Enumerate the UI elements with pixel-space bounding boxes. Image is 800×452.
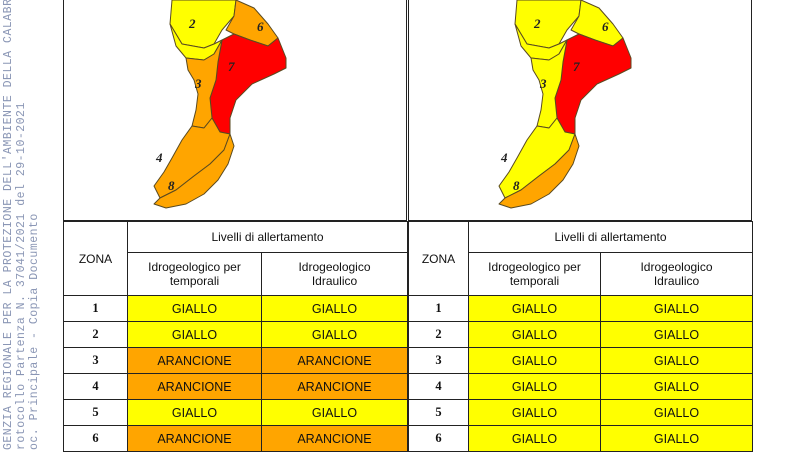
table-row: 2 GIALLO GIALLO — [63, 321, 408, 348]
table-row: 5 GIALLO GIALLO — [63, 399, 408, 426]
zone-number: 4 — [408, 373, 469, 400]
map-label-4: 4 — [500, 150, 508, 165]
table-row: 6 ARANCIONE ARANCIONE — [63, 425, 408, 452]
col-temporali-header: Idrogeologico per temporali — [127, 252, 262, 296]
level-cell: GIALLO — [600, 295, 753, 322]
alert-panel-right: 2 6 7 3 4 8 ZONA Livelli di allertamento… — [408, 0, 753, 452]
level-cell: ARANCIONE — [127, 425, 262, 452]
level-cell: GIALLO — [127, 399, 262, 426]
stamp-line: oc. Principale - Copia Documento — [28, 213, 41, 450]
level-cell: GIALLO — [600, 347, 753, 374]
level-cell: GIALLO — [600, 373, 753, 400]
alert-table: ZONA Livelli di allertamento Idrogeologi… — [63, 221, 408, 452]
zone-number: 2 — [408, 321, 469, 348]
map-zone-7 — [554, 33, 632, 135]
calabria-map: 2 6 7 3 4 8 — [63, 0, 407, 221]
table-row: 1 GIALLO GIALLO — [408, 295, 753, 322]
table-row: 5 GIALLO GIALLO — [408, 399, 753, 426]
table-row: 3 GIALLO GIALLO — [408, 347, 753, 374]
livelli-header: Livelli di allertamento — [468, 221, 753, 253]
map-label-8: 8 — [513, 178, 520, 193]
table-row: 1 GIALLO GIALLO — [63, 295, 408, 322]
zona-header: ZONA — [408, 221, 469, 296]
level-cell: GIALLO — [261, 399, 408, 426]
calabria-map: 2 6 7 3 4 8 — [408, 0, 752, 221]
zone-number: 3 — [63, 347, 128, 374]
zone-number: 1 — [63, 295, 128, 322]
table-row: 2 GIALLO GIALLO — [408, 321, 753, 348]
stamp-line: rotocollo Partenza N. 37041/2021 del 29-… — [15, 102, 28, 450]
level-cell: GIALLO — [468, 373, 601, 400]
level-cell: GIALLO — [468, 399, 601, 426]
table-row: 4 ARANCIONE ARANCIONE — [63, 373, 408, 400]
map-zone-8 — [498, 133, 580, 209]
zone-number: 6 — [408, 425, 469, 452]
table-row: 6 GIALLO GIALLO — [408, 425, 753, 452]
map-zone-8 — [153, 133, 235, 209]
map-label-6: 6 — [257, 19, 264, 34]
level-cell: GIALLO — [468, 347, 601, 374]
zone-number: 2 — [63, 321, 128, 348]
table-row: 4 GIALLO GIALLO — [408, 373, 753, 400]
map-zone-7 — [209, 33, 287, 135]
map-label-3: 3 — [539, 76, 547, 91]
col-idraulico-header: Idrogeologico Idraulico — [261, 252, 408, 296]
alert-panel-left: 2 6 7 3 4 8 ZONA Livelli di allertamento… — [63, 0, 408, 452]
livelli-header: Livelli di allertamento — [127, 221, 408, 253]
level-cell: GIALLO — [261, 295, 408, 322]
stamp-line: GENZIA REGIONALE PER LA PROTEZIONE DELL'… — [2, 0, 15, 450]
alert-table: ZONA Livelli di allertamento Idrogeologi… — [408, 221, 753, 452]
level-cell: GIALLO — [468, 295, 601, 322]
protocol-stamp: GENZIA REGIONALE PER LA PROTEZIONE DELL'… — [2, 0, 60, 450]
level-cell: GIALLO — [468, 321, 601, 348]
map-label-2: 2 — [533, 16, 541, 31]
zone-number: 6 — [63, 425, 128, 452]
map-zone-labels: 2 6 7 3 4 8 — [500, 16, 609, 193]
level-cell: GIALLO — [600, 425, 753, 452]
table-row: 3 ARANCIONE ARANCIONE — [63, 347, 408, 374]
level-cell: ARANCIONE — [261, 373, 408, 400]
level-cell: GIALLO — [600, 399, 753, 426]
level-cell: ARANCIONE — [127, 373, 262, 400]
level-cell: ARANCIONE — [261, 425, 408, 452]
zona-header: ZONA — [63, 221, 128, 296]
level-cell: GIALLO — [600, 321, 753, 348]
zone-number: 4 — [63, 373, 128, 400]
map-label-2: 2 — [188, 16, 196, 31]
level-cell: ARANCIONE — [127, 347, 262, 374]
map-label-8: 8 — [168, 178, 175, 193]
level-cell: GIALLO — [468, 425, 601, 452]
level-cell: GIALLO — [261, 321, 408, 348]
map-label-3: 3 — [194, 76, 202, 91]
zone-number: 5 — [63, 399, 128, 426]
col-idraulico-header: Idrogeologico Idraulico — [600, 252, 753, 296]
level-cell: GIALLO — [127, 321, 262, 348]
map-label-4: 4 — [155, 150, 163, 165]
col-temporali-header: Idrogeologico per temporali — [468, 252, 601, 296]
map-label-7: 7 — [573, 59, 580, 74]
zone-number: 1 — [408, 295, 469, 322]
zone-number: 3 — [408, 347, 469, 374]
level-cell: ARANCIONE — [261, 347, 408, 374]
map-zone-labels: 2 6 7 3 4 8 — [155, 16, 264, 193]
map-label-7: 7 — [228, 59, 235, 74]
level-cell: GIALLO — [127, 295, 262, 322]
zone-number: 5 — [408, 399, 469, 426]
map-label-6: 6 — [602, 19, 609, 34]
